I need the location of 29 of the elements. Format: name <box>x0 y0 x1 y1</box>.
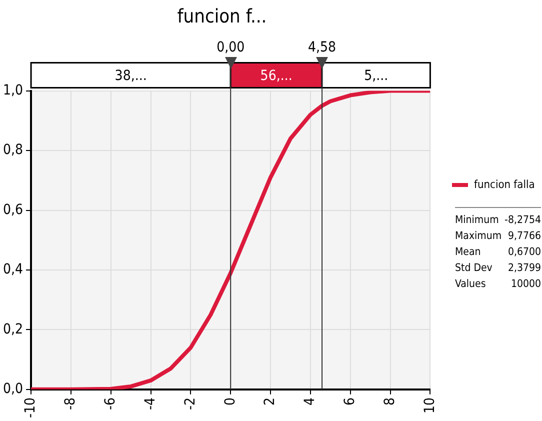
text: 5,... <box>364 68 388 84</box>
ref-line-label: 0,00 <box>216 39 245 56</box>
x-tick-label: -10 <box>22 397 39 418</box>
text: 38,... <box>114 68 147 84</box>
x-tick-label: 4 <box>302 397 318 406</box>
x-tick-label: -4 <box>142 397 158 410</box>
text: Mean 0,6700 <box>455 246 541 258</box>
y-tick-label: 0,0 <box>2 381 24 398</box>
x-tick-label: 8 <box>382 397 398 406</box>
x-tick-label: 10 <box>422 397 438 414</box>
x-tick-label: 6 <box>342 397 358 406</box>
text: Std Dev 2,3799 <box>455 262 541 274</box>
chart-title: funcion f... <box>177 5 267 28</box>
text: Values 10000 <box>455 278 541 290</box>
y-tick-label: 0,4 <box>2 262 24 278</box>
ref-line-label: 4,58 <box>308 39 336 56</box>
y-tick-label: 0,2 <box>2 321 24 338</box>
y-tick-label: 0,6 <box>2 202 24 218</box>
x-tick-label: -6 <box>102 397 118 410</box>
legend-label: funcion falla <box>474 178 535 191</box>
text: Minimum -8,2754 <box>455 213 541 228</box>
text: Maximum 9,7766 <box>455 229 541 244</box>
x-tick-label: -8 <box>62 397 79 410</box>
x-tick-label: 0 <box>222 397 238 406</box>
x-tick-label: 2 <box>262 397 278 406</box>
y-tick-label: 1,0 <box>2 82 24 98</box>
x-tick-label: -2 <box>182 397 198 410</box>
text: 56,... <box>260 68 292 84</box>
y-tick-label: 0,8 <box>2 142 24 158</box>
